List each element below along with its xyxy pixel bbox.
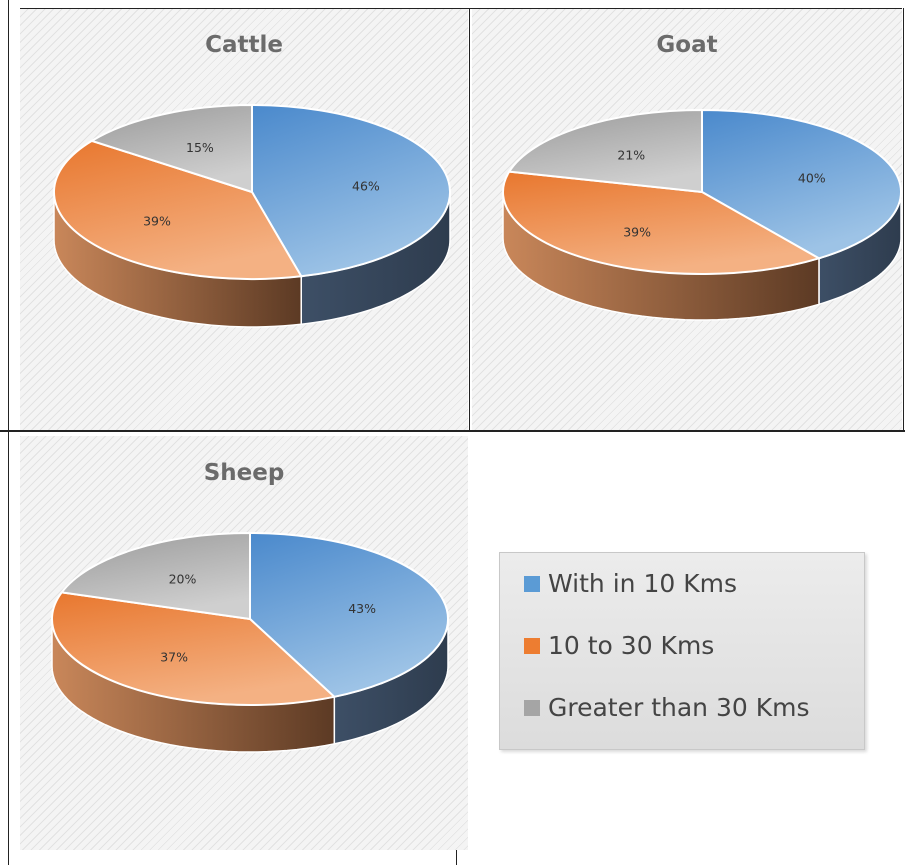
pie-slice-label: 40% <box>798 170 826 185</box>
pie-slice-3 <box>507 108 703 194</box>
pie-slice-label: 20% <box>169 572 197 587</box>
pie-slice-label: 43% <box>348 601 376 616</box>
pie-slice-2 <box>53 139 303 280</box>
cattle-chart-panel: Cattle 46% 39% 15% <box>20 8 468 430</box>
panel-divider-horizontal <box>0 430 905 432</box>
pie-slice-2 <box>51 591 337 706</box>
legend-swatch-gray <box>524 699 540 716</box>
pie-slice-label: 15% <box>186 140 214 155</box>
cattle-chart-title: Cattle <box>205 32 283 58</box>
legend-label: With in 10 Kms <box>548 569 737 598</box>
legend-label: 10 to 30 Kms <box>548 631 715 660</box>
top-border-line <box>20 8 902 9</box>
pie-slice-3 <box>59 531 251 621</box>
legend-item-greater-than-30-kms: Greater than 30 Kms <box>524 693 810 722</box>
goat-chart-panel: Goat 40% 39% 21% <box>472 8 902 430</box>
pie-slice-3 <box>89 103 253 194</box>
bottom-tick-line <box>456 850 457 865</box>
pie-slice-label: 21% <box>617 147 645 162</box>
sheep-chart-title: Sheep <box>203 460 285 486</box>
legend-item-10-to-30-kms: 10 to 30 Kms <box>524 631 714 660</box>
panel-divider-vertical <box>469 8 470 432</box>
pie-slice-label: 39% <box>623 224 651 239</box>
chart-legend: With in 10 Kms 10 to 30 Kms Greater than… <box>499 552 865 750</box>
right-border-line <box>903 8 904 432</box>
sheep-pie-chart: 43% 37% 20% <box>51 531 449 753</box>
legend-swatch-blue <box>524 575 540 592</box>
goat-chart-title: Goat <box>656 32 718 58</box>
cattle-pie-chart: 46% 39% 15% <box>53 103 451 328</box>
left-border-line <box>8 0 9 865</box>
pie-slice-label: 39% <box>143 213 171 228</box>
pie-slice-2 <box>502 170 822 275</box>
pie-slice-label: 46% <box>352 179 380 194</box>
pie-slice-label: 37% <box>160 649 188 664</box>
legend-swatch-orange <box>524 637 540 654</box>
pie-slice-1 <box>251 103 451 278</box>
legend-item-within-10-kms: With in 10 Kms <box>524 569 737 598</box>
sheep-chart-panel: Sheep 43% 37% 20% <box>20 436 468 850</box>
legend-label: Greater than 30 Kms <box>548 693 810 722</box>
pie-slice-1 <box>701 108 902 260</box>
goat-pie-chart: 40% 39% 21% <box>502 108 902 321</box>
pie-slice-1 <box>249 531 449 698</box>
